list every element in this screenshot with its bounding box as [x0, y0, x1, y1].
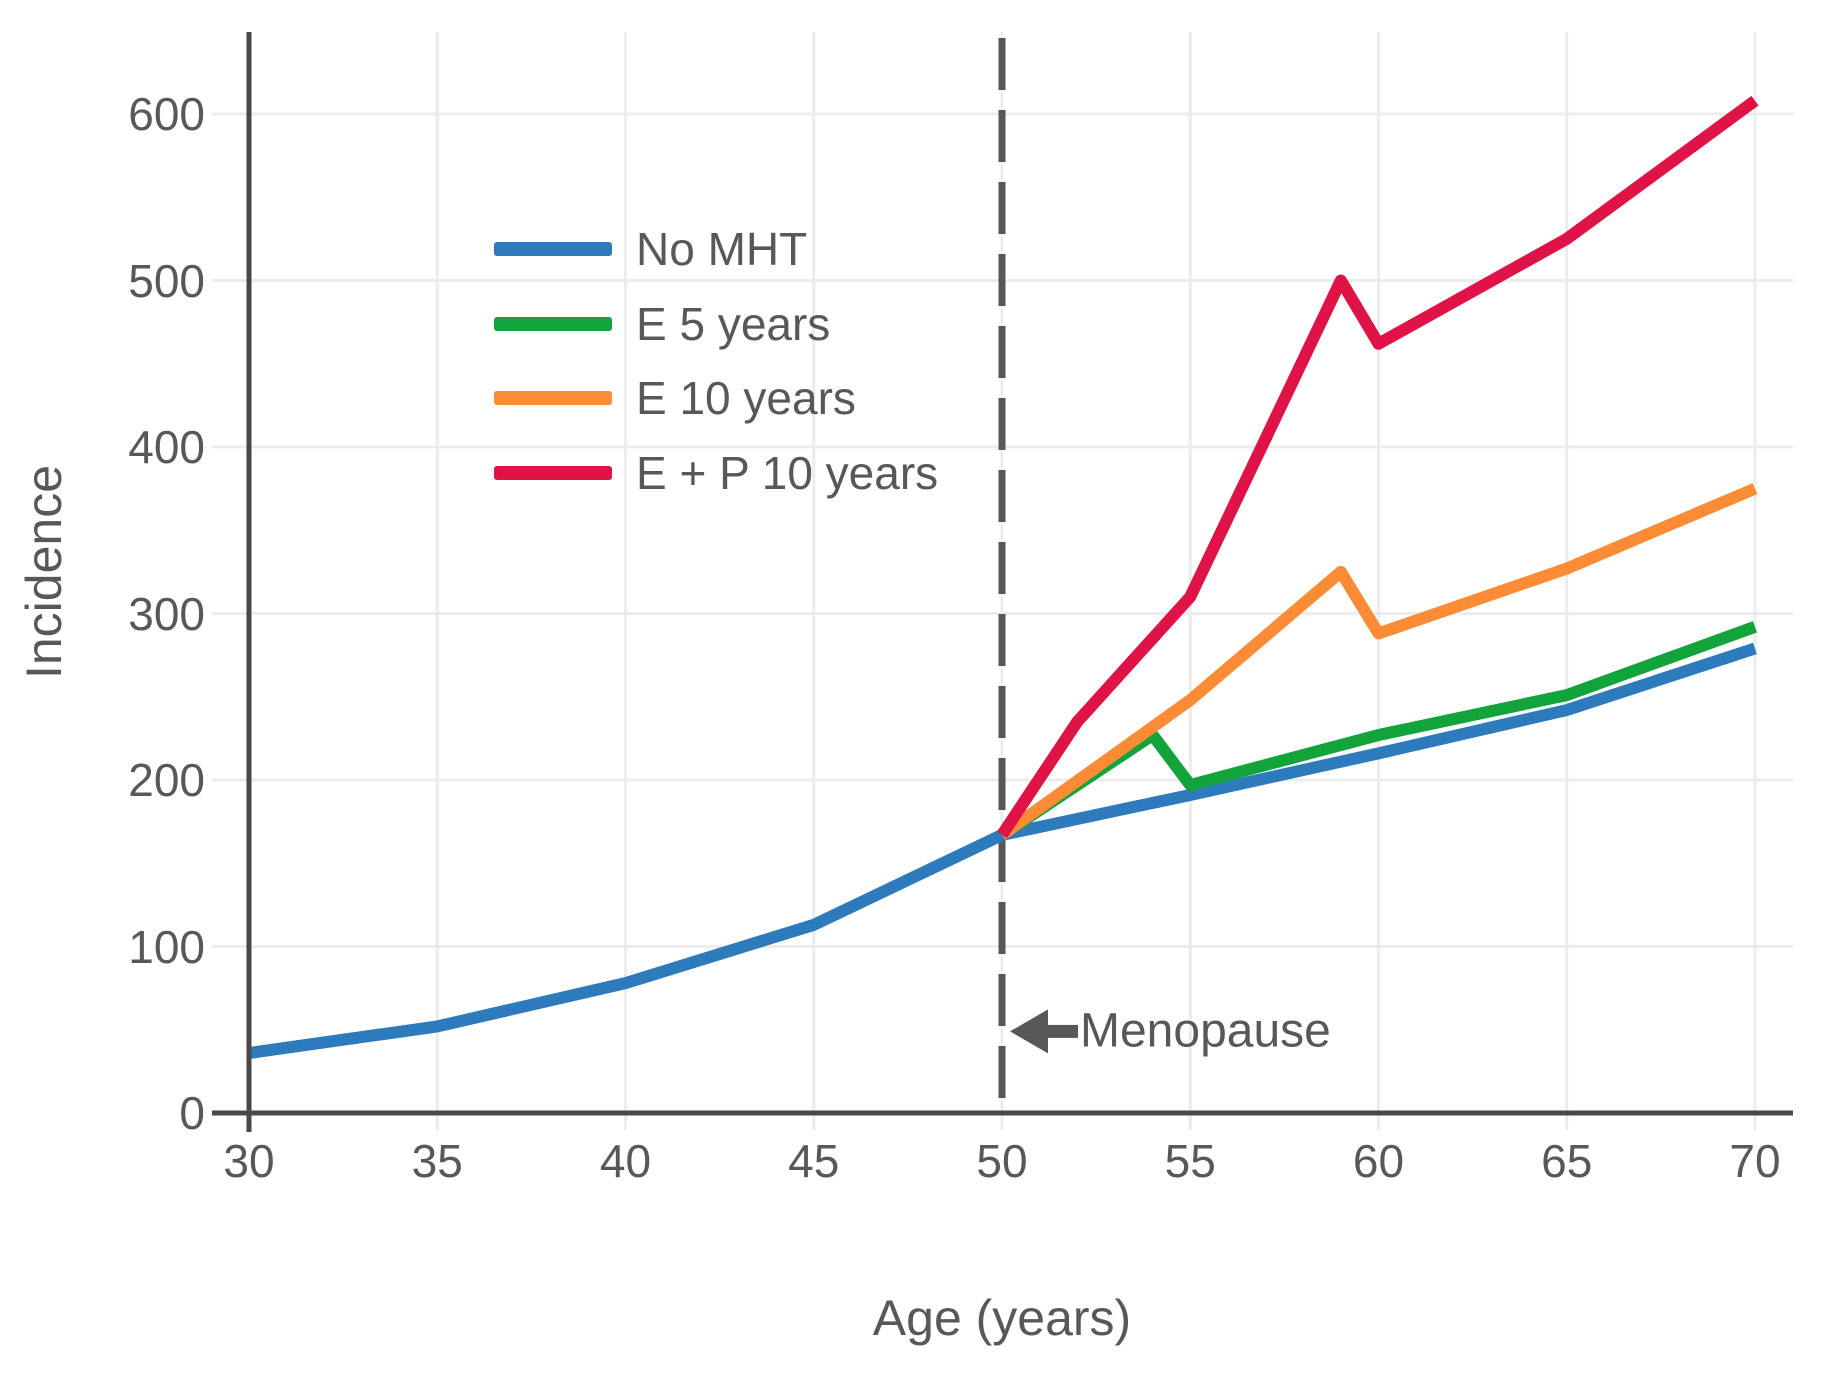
legend-swatch-e-10-years: [494, 391, 612, 405]
x-tick-label: 50: [976, 1135, 1028, 1187]
left-arrow-icon: [1010, 1009, 1048, 1054]
x-tick-label: 30: [223, 1135, 275, 1187]
legend-swatch-e-p-10-years: [494, 466, 612, 480]
x-axis-title: Age (years): [872, 1290, 1132, 1346]
y-tick-label: 400: [128, 421, 205, 473]
legend-item-e-5-years: E 5 years: [494, 297, 830, 351]
x-tick-label: 70: [1729, 1135, 1781, 1187]
y-axis-title: Incidence: [16, 464, 72, 680]
legend-label: No MHT: [636, 223, 808, 275]
series-line-e-p-10-years: [997, 95, 1759, 839]
x-tick-label: 45: [788, 1135, 840, 1187]
series-line-e-10-years: [998, 483, 1758, 840]
legend-swatch-no-mht: [494, 242, 612, 256]
legend-label: E + P 10 years: [636, 447, 939, 499]
x-tick-label: 40: [599, 1135, 652, 1187]
x-tick-label: 35: [411, 1135, 463, 1187]
y-tick-label: 200: [128, 754, 205, 806]
y-tick-label: 0: [179, 1087, 205, 1139]
left-arrow-shaft: [1046, 1024, 1078, 1038]
x-tick-label: 55: [1164, 1135, 1216, 1187]
y-tick-label: 600: [128, 88, 205, 140]
legend-label: E 5 years: [636, 298, 831, 350]
menopause-label: Menopause: [1080, 1004, 1331, 1058]
legend-item-e-p-10-years: E + P 10 years: [494, 446, 938, 500]
y-tick-label: 300: [128, 587, 205, 640]
x-tick-label: 65: [1541, 1135, 1593, 1187]
legend-item-no-mht: No MHT: [494, 222, 807, 276]
x-tick-label: 60: [1352, 1135, 1405, 1187]
y-tick-label: 100: [128, 920, 205, 973]
legend-item-e-10-years: E 10 years: [494, 371, 856, 425]
legend-label: E 10 years: [636, 372, 856, 424]
y-tick-label: 500: [128, 254, 205, 307]
legend-swatch-e-5-years: [494, 317, 612, 331]
